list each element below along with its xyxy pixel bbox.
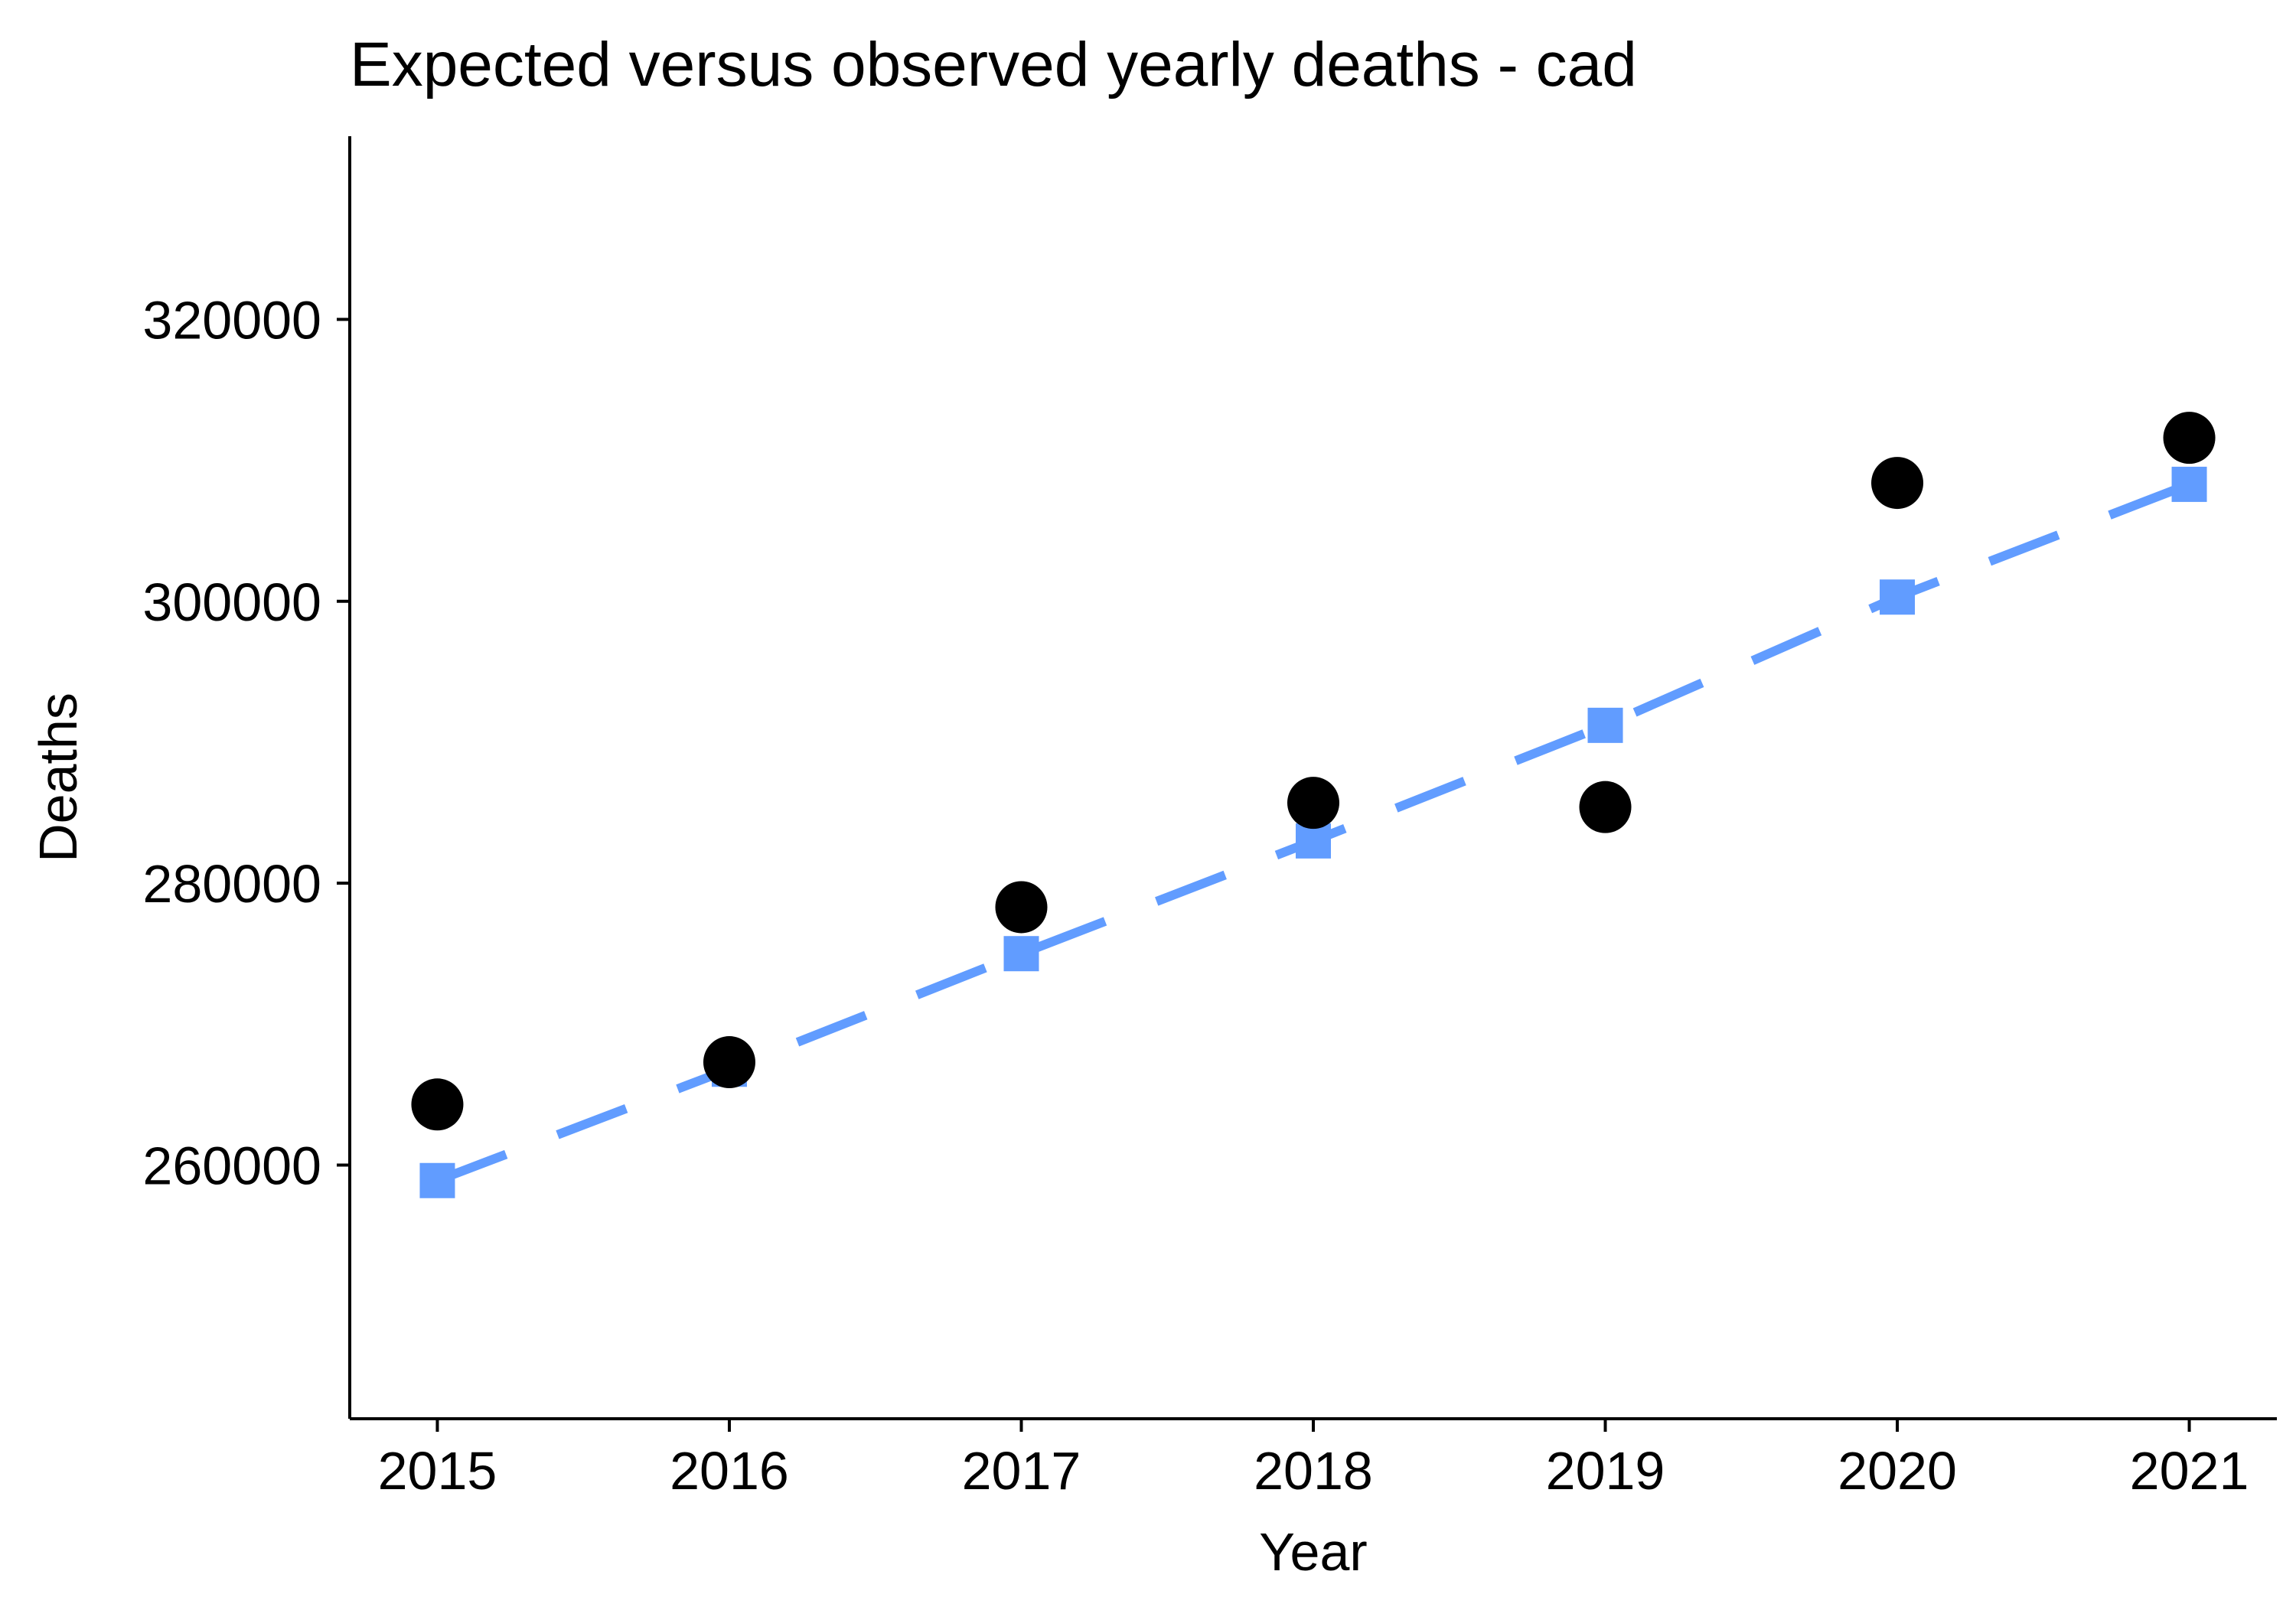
observed-point	[1871, 457, 1924, 510]
observed-point	[2163, 412, 2216, 464]
x-tick-label: 2020	[1838, 1441, 1957, 1501]
y-tick-label: 260000	[142, 1136, 321, 1195]
observed-point	[1287, 777, 1339, 830]
y-tick-label: 280000	[142, 854, 321, 914]
expected-point	[1880, 579, 1916, 615]
x-axis-title: Year	[1259, 1522, 1367, 1582]
expected-point	[1587, 707, 1623, 743]
observed-point	[411, 1078, 464, 1131]
observed-point	[995, 881, 1048, 934]
y-axis-ticks: 260000 280000 300000 320000	[142, 290, 350, 1195]
expected-point	[1003, 936, 1039, 972]
expected-point	[419, 1162, 455, 1198]
expected-point	[1296, 823, 1331, 859]
x-tick-label: 2021	[2130, 1441, 2249, 1501]
y-tick-label: 320000	[142, 290, 321, 350]
observed-point	[703, 1036, 755, 1089]
x-axis-ticks: 2015 2016 2017 2018 2019 2020 2021	[378, 1419, 2249, 1501]
x-tick-label: 2016	[670, 1441, 789, 1501]
x-tick-label: 2015	[378, 1441, 497, 1501]
x-tick-label: 2017	[962, 1441, 1081, 1501]
expected-point	[2171, 466, 2207, 502]
plot-area	[411, 412, 2216, 1198]
y-axis-title: Deaths	[28, 693, 88, 862]
chart-title: Expected versus observed yearly deaths -…	[350, 30, 1637, 99]
y-tick-label: 300000	[142, 572, 321, 632]
observed-point	[1579, 781, 1632, 833]
x-tick-label: 2018	[1254, 1441, 1373, 1501]
x-tick-label: 2019	[1546, 1441, 1665, 1501]
